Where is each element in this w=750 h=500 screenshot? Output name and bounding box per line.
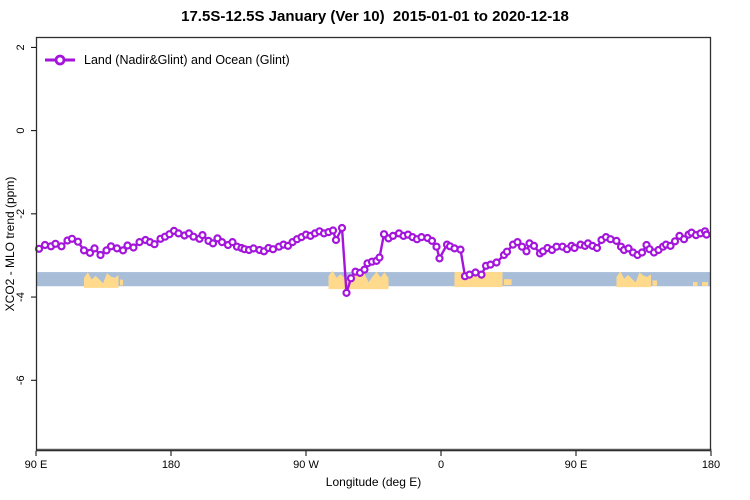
data-point-marker [592,243,602,253]
data-point-marker [90,244,99,253]
data-point-marker [217,238,227,247]
legend-label: Land (Nadir&Glint) and Ocean (Glint) [84,53,290,67]
y-axis-title: XCO2 - MLO trend (ppm) [3,176,17,312]
land-patch [120,279,123,286]
data-point-marker [375,253,384,262]
data-point-marker [513,238,522,247]
data-point-marker [637,248,647,257]
data-point-marker [337,223,347,233]
plot-border [35,36,712,452]
x-tick-label: 90 E [25,459,48,471]
data-point-marker [67,234,77,243]
x-tick-label: 90 E [565,459,588,471]
data-point-marker [502,247,512,256]
data-point-marker [85,248,95,257]
data-point-marker [492,258,501,267]
data-point-marker [456,245,465,254]
land-patch [652,280,657,286]
chart-title: 17.5S-12.5S January (Ver 10) 2015-01-01 … [181,8,569,25]
y-tick-label: -2 [15,209,27,219]
data-point-marker [529,241,539,250]
data-point-marker [118,246,128,255]
data-point-marker [427,236,437,245]
x-tick-label: 180 [702,459,720,471]
y-tick-label: -4 [15,292,27,302]
data-point-marker [73,237,83,246]
data-point-marker [360,265,369,274]
data-point-marker [679,235,689,244]
land-patch [328,270,389,290]
legend: Land (Nadir&Glint) and Ocean (Glint) [44,53,290,67]
x-tick-label: 180 [162,459,180,471]
data-point-marker [435,254,444,263]
legend-line-marker-icon [45,54,75,66]
y-tick-label: 0 [15,128,27,134]
data-point-marker [432,242,441,251]
data-point-marker [570,243,579,253]
data-point-marker [129,243,138,252]
x-axis-title: Longitude (deg E) [325,475,422,489]
data-point-marker [96,250,105,260]
data-point-marker [198,231,207,240]
land-patch [702,282,708,286]
data-point-marker [150,240,159,249]
x-tick-label: 90 W [293,459,319,471]
land-patch [616,271,651,288]
data-point-marker [702,230,711,239]
data-point-marker [517,242,527,251]
data-point-marker [477,270,486,279]
data-point-marker [346,274,356,283]
data-point-marker [666,241,675,250]
x-tick-label: 0 [438,459,444,471]
data-point-marker [228,238,237,247]
land-patch [504,279,512,285]
data-point-marker [522,247,531,256]
data-point-marker [328,226,338,235]
data-point-marker [208,239,218,248]
land-patch [84,272,119,288]
y-tick-label: -6 [15,375,27,385]
data-point-marker [612,236,621,245]
y-tick-label: 2 [15,44,27,50]
data-point-marker [331,235,341,245]
data-point-marker [342,288,351,297]
data-point-marker [57,242,66,251]
land-patch [693,282,698,286]
data-point-marker [670,237,680,246]
